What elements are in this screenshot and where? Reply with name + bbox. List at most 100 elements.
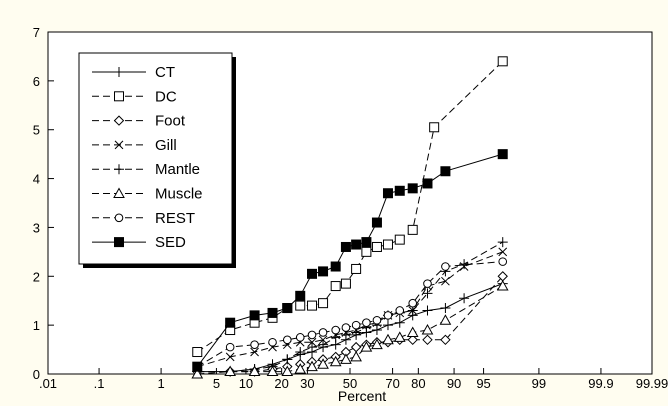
data-point-mantle — [497, 237, 508, 248]
legend-label-muscle: Muscle — [155, 186, 203, 203]
data-point-rest — [408, 298, 418, 308]
data-point-mantle — [459, 259, 470, 270]
series-sed — [192, 149, 508, 372]
legend-item-dc: DC — [92, 88, 177, 105]
data-point-muscle — [439, 314, 452, 325]
series-line-ct — [197, 283, 503, 373]
data-point-muscle — [360, 341, 373, 352]
series-line-mantle — [197, 241, 503, 373]
data-point-mantle — [318, 339, 329, 350]
data-point-sed — [307, 268, 318, 279]
data-point-rest — [395, 306, 405, 315]
legend-marker-rest — [114, 213, 124, 223]
data-point-sed — [330, 261, 341, 272]
data-point-sed — [351, 239, 362, 250]
x-tick-label: .1 — [94, 376, 105, 391]
x-tick-label: 50 — [343, 376, 357, 391]
data-point-ct — [459, 293, 470, 304]
legend-label-sed: SED — [155, 234, 186, 251]
series-layer — [191, 56, 509, 379]
data-point-sed — [407, 183, 418, 194]
data-point-foot — [407, 334, 418, 346]
data-point-sed — [394, 185, 405, 196]
legend-label-rest: REST — [155, 210, 195, 227]
data-point-sed — [497, 149, 508, 160]
y-tick-label: 1 — [33, 318, 40, 333]
legend-marker-gill — [114, 140, 124, 150]
data-point-sed — [371, 217, 382, 228]
data-point-rest — [441, 262, 450, 271]
data-point-rest — [423, 279, 432, 288]
x-tick-label: 90 — [447, 376, 461, 391]
data-point-sed — [318, 266, 329, 277]
legend-marker-sed — [114, 237, 124, 248]
x-tick-label: 20 — [274, 376, 288, 391]
data-point-mantle — [422, 288, 433, 299]
data-point-sed — [340, 241, 351, 252]
data-point-dc — [295, 300, 306, 311]
data-point-sed — [192, 361, 203, 372]
data-point-rest — [295, 333, 305, 342]
data-point-rest — [498, 257, 508, 266]
axis-ticks: .01 .1 1 5 10 20 30 50 70 80 90 95 99 99.9 99.99 0 1 2 3 4 5… — [33, 25, 668, 391]
data-point-foot — [440, 334, 451, 346]
series-line-gill — [197, 251, 503, 368]
legend-marker-foot — [113, 115, 125, 126]
data-point-ct — [394, 317, 405, 328]
data-point-muscle — [294, 363, 307, 374]
legend-box — [78, 52, 233, 265]
data-point-rest — [307, 330, 317, 340]
data-point-dc — [382, 239, 393, 250]
legend: CT DC Foot Gill Mantle Muscle REST SED — [78, 52, 236, 268]
legend-item-ct: CT — [92, 64, 175, 81]
data-point-muscle — [317, 358, 329, 369]
legend-label-mantle: Mantle — [155, 161, 200, 178]
data-point-mantle — [307, 342, 318, 353]
data-point-rest — [331, 325, 340, 335]
legend-label-ct: CT — [155, 64, 175, 81]
data-point-rest — [341, 323, 351, 332]
y-tick-label: 0 — [33, 367, 40, 382]
y-tick-label: 3 — [33, 220, 40, 235]
data-point-ct — [422, 305, 433, 316]
data-point-dc — [340, 278, 351, 289]
legend-item-sed: SED — [92, 234, 186, 251]
y-tick-label: 6 — [33, 74, 40, 89]
legend-item-foot: Foot — [92, 113, 186, 130]
data-point-dc — [361, 246, 372, 257]
data-point-sed — [295, 290, 306, 301]
data-point-muscle — [340, 353, 352, 364]
data-point-rest — [372, 315, 382, 325]
data-point-dc — [192, 347, 203, 358]
data-point-muscle — [350, 350, 362, 362]
data-point-muscle — [421, 323, 434, 335]
data-point-muscle — [406, 326, 419, 337]
data-point-muscle — [371, 338, 383, 350]
data-point-dc — [407, 224, 418, 235]
data-point-dc — [330, 281, 341, 292]
data-point-sed — [267, 307, 278, 318]
legend-item-rest: REST — [92, 210, 195, 227]
data-point-muscle — [382, 333, 394, 345]
data-point-rest — [362, 318, 371, 328]
legend-marker-mantle — [114, 164, 124, 175]
x-tick-label: 70 — [385, 376, 399, 391]
data-point-dc — [394, 234, 405, 245]
y-tick-label: 5 — [33, 123, 40, 138]
y-tick-label: 7 — [33, 25, 40, 40]
data-point-muscle — [248, 365, 261, 377]
data-point-muscle — [329, 355, 342, 367]
data-point-rest — [383, 311, 393, 320]
data-point-muscle — [306, 360, 318, 372]
data-point-dc — [429, 122, 440, 133]
data-point-sed — [225, 317, 236, 328]
data-point-gill — [225, 352, 235, 362]
data-point-ct — [440, 303, 451, 314]
x-tick-label: 99 — [532, 376, 546, 391]
x-tick-label: 99.9 — [588, 376, 613, 391]
x-axis-title: Percent — [338, 388, 386, 404]
legend-marker-dc — [114, 91, 124, 102]
data-point-dc — [371, 241, 382, 252]
legend-marker-muscle — [113, 187, 125, 198]
data-point-muscle — [191, 367, 204, 379]
